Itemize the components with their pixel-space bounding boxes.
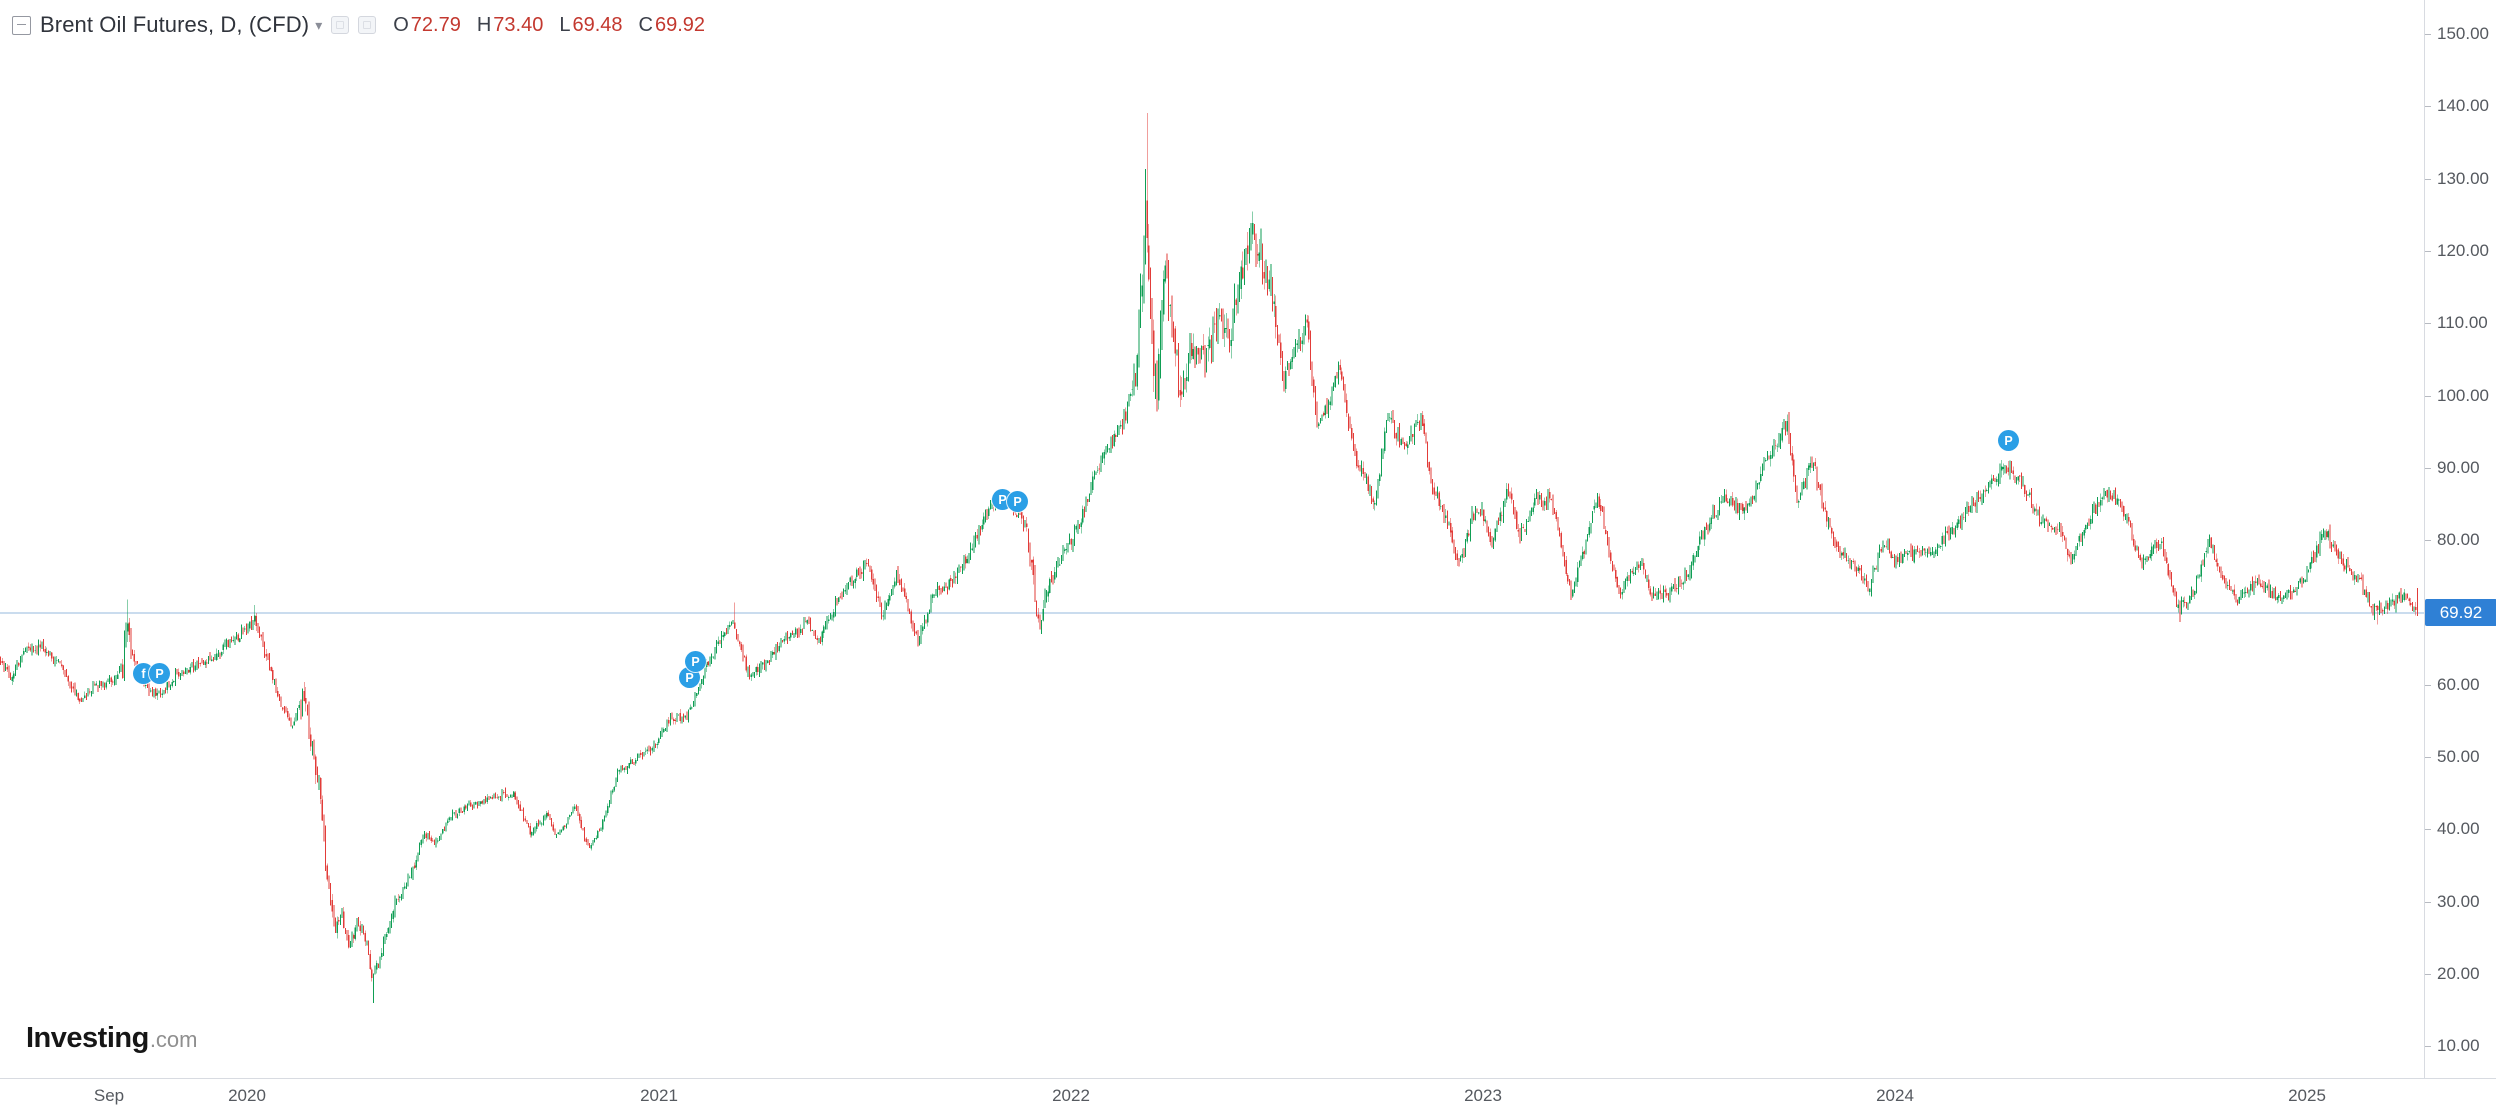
price-axis-label: 10.00 bbox=[2437, 1036, 2480, 1055]
time-axis-label: 2024 bbox=[1876, 1086, 1914, 1105]
price-axis-tick bbox=[2425, 757, 2431, 758]
legend-toggle-icon-1[interactable] bbox=[331, 16, 350, 34]
current-price-value: 69.92 bbox=[2439, 602, 2483, 622]
ohlc-readout: O 72.79 H 73.40 L 69.48 C 69.92 bbox=[393, 14, 705, 37]
time-axis[interactable]: Sep 2020 2021 2022 2023 2024 2025 bbox=[0, 1078, 2496, 1110]
price-axis-label: 140.00 bbox=[2437, 96, 2489, 115]
current-price-tag: 69.92 bbox=[2425, 599, 2496, 626]
symbol-title[interactable]: Brent Oil Futures, D, (CFD) bbox=[40, 12, 310, 37]
price-axis-tick bbox=[2425, 974, 2431, 975]
price-axis-label: 150.00 bbox=[2437, 24, 2489, 43]
price-axis-tick bbox=[2425, 323, 2431, 324]
chevron-down-icon[interactable]: ▾ bbox=[315, 16, 323, 33]
price-axis-label: 50.00 bbox=[2437, 747, 2480, 766]
price-axis-tick bbox=[2425, 251, 2431, 252]
price-axis-label: 20.00 bbox=[2437, 964, 2480, 983]
event-marker[interactable]: P bbox=[1007, 491, 1028, 512]
open-value: O 72.79 bbox=[393, 13, 461, 36]
price-axis-tick bbox=[2425, 179, 2431, 180]
close-value: C 69.92 bbox=[638, 13, 706, 36]
price-axis-tick bbox=[2425, 106, 2431, 107]
price-axis-label: 120.00 bbox=[2437, 241, 2489, 260]
price-axis-tick bbox=[2425, 396, 2431, 397]
legend-collapse-icon[interactable] bbox=[12, 15, 31, 35]
investing-logo[interactable]: Investing .com bbox=[26, 1022, 198, 1054]
price-axis-label: 30.00 bbox=[2437, 892, 2480, 911]
price-axis-label: 80.00 bbox=[2437, 530, 2480, 549]
price-axis-label: 130.00 bbox=[2437, 169, 2489, 188]
price-axis-tick bbox=[2425, 829, 2431, 830]
price-axis-label: 110.00 bbox=[2437, 313, 2488, 332]
event-marker[interactable]: f bbox=[133, 663, 154, 684]
price-axis-label: 60.00 bbox=[2437, 675, 2480, 694]
legend-toggle-icon-2[interactable] bbox=[358, 16, 377, 34]
price-axis-label: 90.00 bbox=[2437, 458, 2480, 477]
price-axis-tick bbox=[2425, 1046, 2431, 1047]
price-axis[interactable]: 150.00 140.00 130.00 120.00 110.00 100.00 90.0… bbox=[2424, 0, 2496, 1078]
event-marker[interactable]: P bbox=[1998, 430, 2019, 451]
time-axis-label: Sep bbox=[93, 1086, 125, 1105]
up-candles bbox=[5, 168, 2415, 1003]
time-axis-label: 2025 bbox=[2288, 1086, 2326, 1105]
price-axis-tick bbox=[2425, 468, 2431, 469]
time-axis-label: 2023 bbox=[1464, 1086, 1502, 1105]
price-axis-label: 40.00 bbox=[2437, 819, 2480, 838]
time-axis-label: 2021 bbox=[640, 1086, 678, 1105]
time-axis-label: 2020 bbox=[228, 1086, 266, 1105]
candlestick-canvas bbox=[0, 112, 2424, 1003]
event-marker[interactable]: P bbox=[685, 651, 706, 672]
price-axis-tick bbox=[2425, 685, 2431, 686]
event-marker[interactable]: P bbox=[149, 663, 170, 684]
time-axis-label: 2022 bbox=[1052, 1086, 1090, 1105]
low-value: L 69.48 bbox=[559, 13, 623, 36]
price-axis-tick bbox=[2425, 34, 2431, 35]
price-axis-tick bbox=[2425, 902, 2431, 903]
price-axis-label: 100.00 bbox=[2437, 386, 2489, 405]
high-value: H 73.40 bbox=[476, 13, 544, 36]
chart-legend: Brent Oil Futures, D, (CFD) ▾ O 72.79 H 73… bbox=[12, 12, 705, 38]
event-marker[interactable]: P bbox=[679, 667, 700, 688]
price-axis-tick bbox=[2425, 540, 2431, 541]
